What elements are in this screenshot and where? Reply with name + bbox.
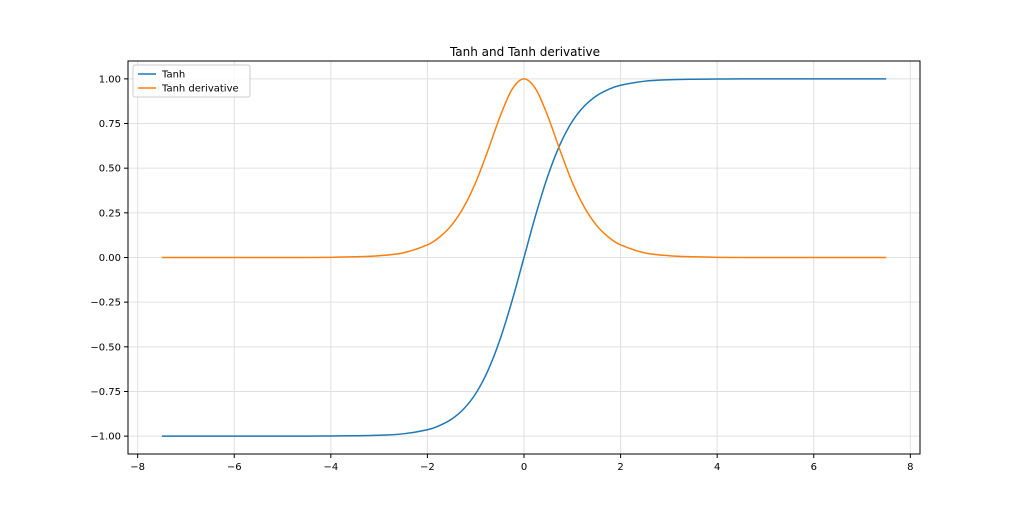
y-tick-label: 0.50 xyxy=(99,164,121,175)
series-line-tanh-derivative xyxy=(161,78,887,259)
x-tick-label: −2 xyxy=(420,462,435,473)
chart-title: Tanh and Tanh derivative xyxy=(449,45,600,59)
x-tick-label: 0 xyxy=(521,462,527,473)
x-tick-label: 6 xyxy=(811,462,817,473)
y-tick-label: −0.25 xyxy=(90,298,121,309)
legend-label-tanh: Tanh xyxy=(161,70,185,81)
y-tick-label: −0.50 xyxy=(90,342,121,353)
y-tick-label: −0.75 xyxy=(90,387,121,398)
x-tick-label: 2 xyxy=(617,462,623,473)
x-tick-label: 4 xyxy=(714,462,720,473)
y-tick-label: −1.00 xyxy=(90,432,121,443)
series-line-tanh xyxy=(161,78,887,437)
y-tick-label: 0.00 xyxy=(99,253,121,264)
x-tick-label: −8 xyxy=(130,462,145,473)
legend-box xyxy=(132,64,251,98)
y-tick-label: 0.75 xyxy=(99,119,121,130)
legend: Tanh Tanh derivative xyxy=(132,64,251,98)
series-layer xyxy=(161,78,887,437)
x-tick-label: 8 xyxy=(907,462,913,473)
x-tick-label: −6 xyxy=(227,462,242,473)
y-tick-label: 1.00 xyxy=(99,74,121,85)
x-tick-label: −4 xyxy=(323,462,338,473)
legend-label-tanh-derivative: Tanh derivative xyxy=(161,84,239,95)
y-tick-label: 0.25 xyxy=(99,208,121,219)
ticks: −8 −6 −4 −2 0 2 4 6 8 −1.00 −0.75 −0.50 −0.25 0.00 0.2… xyxy=(90,74,913,473)
